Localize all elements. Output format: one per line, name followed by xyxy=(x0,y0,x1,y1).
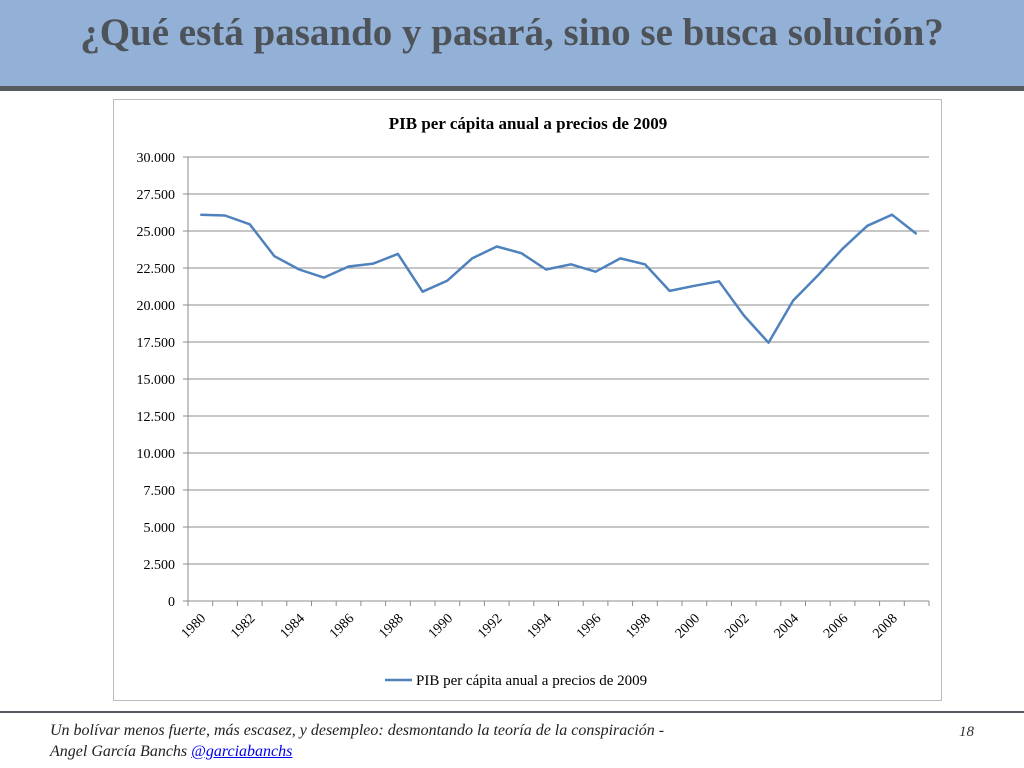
y-tick-label: 2.500 xyxy=(144,558,176,573)
x-tick-label: 1996 xyxy=(574,611,604,641)
y-tick-label: 27.500 xyxy=(137,188,176,203)
footer-line-2: Angel García Banchs @garciabanchs xyxy=(50,741,850,762)
x-tick-label: 2006 xyxy=(821,611,851,641)
x-tick-label: 1988 xyxy=(376,611,406,641)
y-tick-label: 0 xyxy=(168,595,175,610)
line-chart: PIB per cápita anual a precios de 2009 0 2… xyxy=(137,114,930,689)
y-tick-label: 20.000 xyxy=(137,299,176,314)
footer-line-1: Un bolívar menos fuerte, más escasez, y … xyxy=(50,722,665,739)
x-tick-label: 1980 xyxy=(179,611,209,641)
x-tick-label: 2008 xyxy=(870,611,900,641)
y-tick-label: 5.000 xyxy=(144,521,176,536)
x-tick-label: 1982 xyxy=(228,611,258,641)
y-tick-label: 15.000 xyxy=(137,373,176,388)
author-name: Angel García Banchs xyxy=(50,743,188,760)
footer-divider xyxy=(0,711,1024,713)
x-tick-label: 2000 xyxy=(673,611,703,641)
y-tick-label: 7.500 xyxy=(144,484,176,499)
y-tick-label: 12.500 xyxy=(137,410,176,425)
y-tick-label: 30.000 xyxy=(137,151,176,166)
x-tick-label: 2002 xyxy=(722,611,752,641)
series-line xyxy=(200,213,918,344)
chart-title: PIB per cápita anual a precios de 2009 xyxy=(389,114,667,133)
title-bar xyxy=(0,0,1024,86)
y-tick-label: 22.500 xyxy=(137,262,176,277)
twitter-handle-link[interactable]: @garciabanchs xyxy=(191,743,293,760)
chart-frame: PIB per cápita anual a precios de 2009 0 2… xyxy=(113,99,942,701)
y-tick-label: 25.000 xyxy=(137,225,176,240)
x-tick-label: 1992 xyxy=(475,611,505,641)
x-tick-label: 1998 xyxy=(623,611,653,641)
x-tick-label: 1986 xyxy=(327,611,357,641)
title-divider xyxy=(0,86,1024,91)
slide-number: 18 xyxy=(959,724,974,740)
y-tick-label: 17.500 xyxy=(137,336,176,351)
x-tick-label: 1990 xyxy=(426,611,456,641)
x-tick-label: 2004 xyxy=(772,611,802,641)
x-tick-label: 1984 xyxy=(278,611,308,641)
x-tick-label: 1994 xyxy=(525,611,555,641)
y-tick-label: 10.000 xyxy=(137,447,176,462)
footer-caption: Un bolívar menos fuerte, más escasez, y … xyxy=(50,720,850,762)
legend-label: PIB per cápita anual a precios de 2009 xyxy=(416,673,647,689)
slide-title: ¿Qué está pasando y pasará, sino se busc… xyxy=(80,11,944,54)
